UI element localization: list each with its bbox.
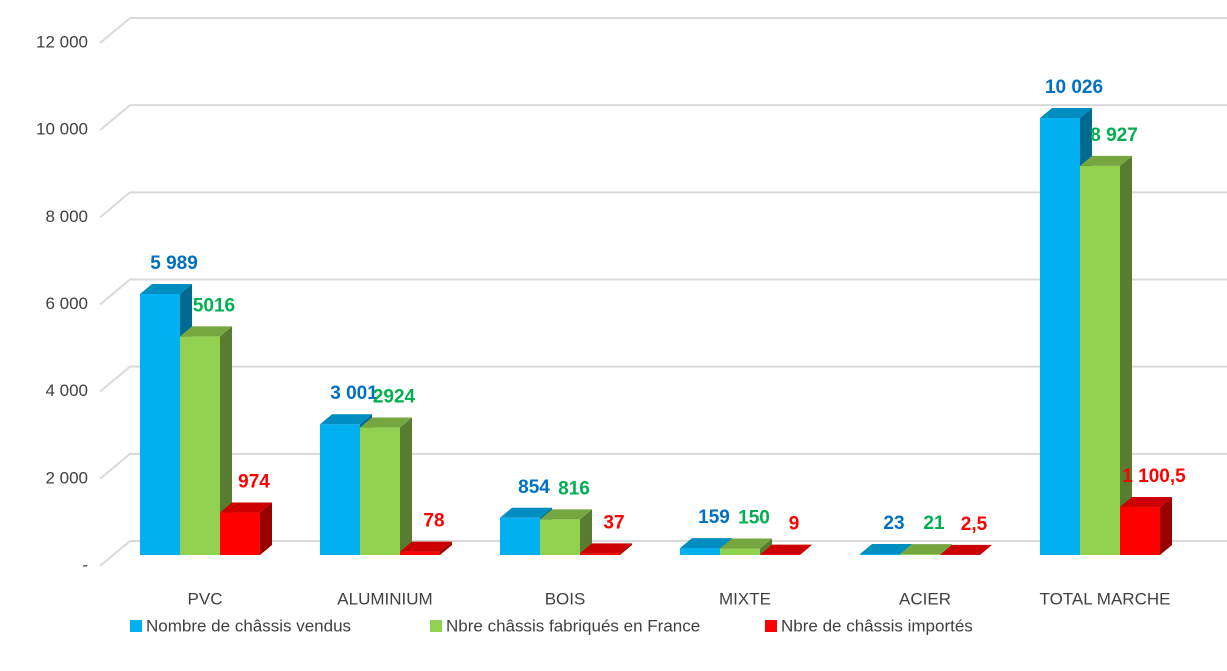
data-label: 21 <box>923 513 945 534</box>
data-label: 23 <box>883 513 904 534</box>
data-label: 2,5 <box>961 514 988 535</box>
bar <box>1040 118 1080 555</box>
bar <box>220 513 260 555</box>
data-label: 5016 <box>193 295 235 316</box>
x-tick-label: PVC <box>188 589 223 608</box>
data-label: 3 001 <box>330 383 378 404</box>
y-tick-label: 12 000 <box>36 32 88 51</box>
x-tick-label: ALUMINIUM <box>337 589 432 608</box>
bar <box>680 548 720 555</box>
bar-side <box>1160 497 1172 555</box>
bar-side <box>1120 156 1132 555</box>
bar <box>360 428 400 555</box>
data-label: 854 <box>518 477 550 498</box>
data-label: 150 <box>738 507 770 528</box>
bar <box>180 336 220 555</box>
data-label: 974 <box>238 472 270 493</box>
legend-swatch <box>130 620 142 632</box>
data-label: 37 <box>603 512 624 533</box>
bar-side <box>400 418 412 555</box>
x-tick-label: MIXTE <box>719 589 771 608</box>
data-label: 1 100,5 <box>1122 466 1186 487</box>
x-tick-label: TOTAL MARCHE <box>1040 589 1171 608</box>
bar <box>140 294 180 555</box>
data-label: 8 927 <box>1090 125 1138 146</box>
bar <box>320 424 360 555</box>
bar <box>400 552 440 555</box>
legend-label: Nbre châssis fabriqués en France <box>446 616 700 635</box>
x-tick-label: ACIER <box>899 589 951 608</box>
y-tick-label: 8 000 <box>45 207 88 226</box>
x-tick-label: BOIS <box>545 589 586 608</box>
data-label: 78 <box>423 511 444 532</box>
bar <box>580 553 620 555</box>
bar <box>540 519 580 555</box>
legend-label: Nbre de châssis importés <box>781 616 973 635</box>
bar <box>500 518 540 555</box>
legend-swatch <box>765 620 777 632</box>
y-tick-label: 2 000 <box>45 468 88 487</box>
legend-label: Nombre de châssis vendus <box>146 616 351 635</box>
y-tick-label: - <box>82 555 88 574</box>
y-tick-label: 6 000 <box>45 294 88 313</box>
y-tick-label: 4 000 <box>45 381 88 400</box>
legend-swatch <box>430 620 442 632</box>
y-tick-label: 10 000 <box>36 120 88 139</box>
bar <box>860 554 900 555</box>
data-label: 5 989 <box>150 253 198 274</box>
data-label: 9 <box>789 514 800 535</box>
data-label: 816 <box>558 478 590 499</box>
data-label: 159 <box>698 507 730 528</box>
data-label: 10 026 <box>1045 77 1103 98</box>
bar <box>1120 507 1160 555</box>
data-label: 2924 <box>373 387 416 408</box>
grid-line <box>100 18 1227 43</box>
bar <box>900 554 940 555</box>
bar <box>720 548 760 555</box>
bar <box>1080 166 1120 555</box>
